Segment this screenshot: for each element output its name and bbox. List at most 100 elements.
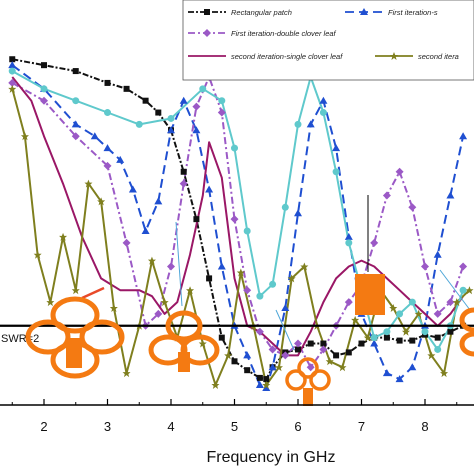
series-1-point: [408, 363, 417, 371]
series-5-point: [319, 109, 327, 117]
series-0-point: [434, 334, 441, 341]
legend-marker-1: [360, 8, 368, 15]
series-1-point: [217, 262, 226, 270]
series-2-point: [395, 167, 404, 176]
antenna-sketch-partial: [439, 269, 474, 357]
series-5-point: [218, 97, 226, 105]
series-1-point: [90, 132, 99, 140]
series-4-point: [160, 298, 169, 307]
series-1-point: [268, 363, 277, 371]
series-5-point: [243, 227, 251, 235]
series-1-point: [179, 96, 188, 104]
x-tick-layer: 2 3 4 5 6 7 8: [11, 399, 458, 434]
series-2-point: [192, 102, 201, 111]
series-4-point: [351, 315, 360, 324]
series-0-point: [231, 358, 238, 365]
series-4-point: [33, 250, 42, 259]
series-1-point: [446, 191, 455, 199]
series-0-point: [383, 334, 390, 341]
series-0-point: [447, 328, 454, 335]
series-4-point: [262, 381, 271, 389]
series-2-point: [382, 191, 391, 200]
series-2-point: [179, 179, 188, 188]
series-0-point: [206, 275, 213, 282]
series-0-point: [320, 340, 327, 347]
series-4-point: [427, 351, 436, 360]
series-4-point: [71, 286, 80, 295]
series-0-point: [295, 346, 301, 353]
legend: Rectangular patch First iteration-s First …: [182, 0, 474, 81]
x-tick-label: 6: [294, 419, 301, 434]
series-2-point: [268, 345, 277, 354]
series-1-point: [382, 369, 391, 377]
series-1-point: [433, 250, 442, 258]
legend-label-2: First iteration-double clover leaf: [231, 29, 337, 38]
series-line-1: [11, 64, 465, 389]
series-4-point: [122, 369, 131, 378]
series-4-point: [325, 357, 334, 366]
legend-marker-4: [390, 52, 398, 60]
series-2-point: [421, 262, 429, 271]
series-5-point: [231, 144, 238, 152]
series-2-point: [281, 351, 290, 360]
legend-label-1: First iteration-s: [388, 8, 438, 17]
series-2-point: [243, 286, 252, 295]
series-1-point: [116, 155, 125, 163]
series-0-point: [244, 367, 251, 374]
series-1-point: [395, 375, 404, 383]
series-1-point: [319, 96, 328, 104]
series-4-point: [211, 381, 220, 389]
series-5-point: [294, 120, 302, 128]
antenna-sketch-double-clover: [25, 286, 125, 379]
series-2-point: [294, 339, 302, 348]
series-2-point: [167, 262, 175, 271]
x-tick-label: 7: [358, 419, 365, 434]
series-1-point: [205, 185, 214, 193]
series-5-point: [408, 298, 416, 306]
series-0-point: [396, 337, 403, 344]
series-1-point: [332, 144, 341, 152]
legend-label-4: second itera: [418, 52, 459, 61]
series-4-point: [186, 286, 195, 295]
series-5-point: [72, 97, 80, 105]
series-2-point: [370, 238, 379, 247]
series-1-point: [128, 185, 137, 193]
series-5-point: [199, 85, 207, 93]
series-1-point: [262, 383, 271, 391]
series-4-point: [452, 298, 461, 307]
series-0-point: [333, 352, 340, 359]
series-0-point: [193, 216, 200, 223]
series-5-point: [345, 239, 353, 247]
series-2-point: [408, 203, 417, 212]
series-4-point: [440, 369, 449, 378]
series-2-point: [306, 363, 315, 372]
antenna-sketch-rectangular-patch: [355, 195, 385, 315]
series-5-point: [256, 292, 264, 300]
series-2-point: [103, 161, 112, 170]
series-0-point: [345, 349, 352, 356]
vswr-reference-label: SWR=2: [1, 333, 39, 345]
series-4-point: [20, 132, 29, 141]
series-4-point: [236, 268, 245, 277]
series-2-point: [8, 78, 17, 87]
series-0-point: [41, 62, 47, 69]
series-1-point: [141, 227, 150, 234]
series-1-point: [167, 126, 175, 134]
series-1-point: [154, 197, 163, 205]
series-0-point: [180, 168, 187, 175]
series-1-point: [370, 339, 379, 347]
series-2-point: [154, 309, 163, 318]
series-5-point: [281, 203, 289, 211]
series-4-point: [198, 339, 207, 348]
series-4-point: [274, 363, 283, 372]
series-1-point: [243, 351, 252, 359]
x-tick-label: 5: [231, 419, 238, 434]
series-2-point: [71, 132, 80, 141]
series-1-point: [8, 61, 17, 69]
series-2-point: [230, 215, 239, 224]
series-2-point: [344, 298, 353, 307]
series-4-point: [465, 286, 474, 295]
series-4-point: [84, 179, 93, 188]
series-1-point: [281, 304, 290, 311]
series-5-point: [421, 328, 429, 336]
